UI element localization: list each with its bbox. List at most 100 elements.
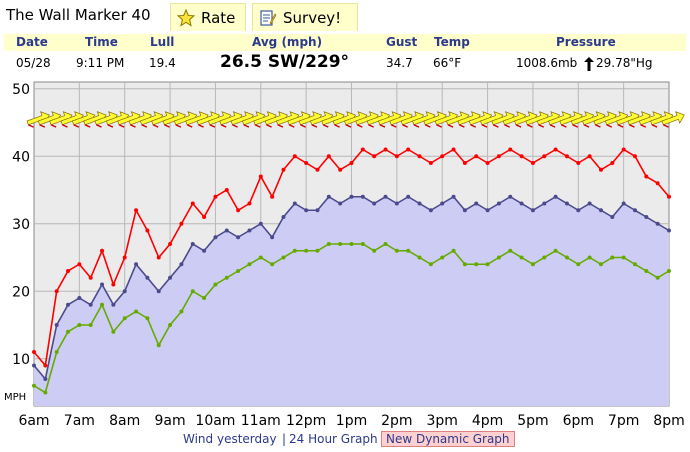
lull-point xyxy=(576,262,581,267)
avg-point xyxy=(190,242,195,246)
avg-point xyxy=(440,201,445,206)
survey-button[interactable]: Survey! xyxy=(252,3,358,31)
arrow-tail xyxy=(50,124,57,128)
gust-point xyxy=(644,174,649,179)
gust-point xyxy=(338,167,343,172)
y-tick-label: 30 xyxy=(12,217,30,233)
gust-point xyxy=(349,161,354,165)
time-header: Time xyxy=(85,35,118,49)
gust-point xyxy=(213,194,218,199)
gust-value: 34.7 xyxy=(386,56,413,70)
gust-point xyxy=(43,363,48,368)
arrow-tail xyxy=(84,124,91,128)
arrow-tail xyxy=(368,124,374,128)
direction-arrows xyxy=(26,111,685,128)
avg-point xyxy=(247,228,252,233)
rate-label: Rate xyxy=(201,8,236,27)
24-hour-graph-link[interactable]: 24 Hour Graph xyxy=(289,432,378,446)
gust-point xyxy=(326,154,331,159)
avg-point xyxy=(168,275,173,280)
arrow-tail xyxy=(560,124,567,128)
avg-point xyxy=(621,201,626,206)
lull-point xyxy=(54,350,59,354)
gust-point xyxy=(66,269,71,273)
avg-point xyxy=(644,215,649,219)
gust-point xyxy=(598,167,603,172)
avg-point xyxy=(406,194,411,199)
arrow-tail xyxy=(606,124,613,128)
arrow-tail xyxy=(470,124,477,128)
gust-point xyxy=(632,154,637,159)
footer-links: Wind yesterday | 24 Hour Graph New Dynam… xyxy=(0,431,690,449)
arrow-tail xyxy=(402,124,408,128)
gust-point xyxy=(383,147,388,152)
avg-point xyxy=(383,194,388,199)
gust-point xyxy=(542,154,547,159)
rate-button[interactable]: Rate xyxy=(170,3,246,31)
gust-point xyxy=(179,221,184,226)
lull-point xyxy=(440,255,445,260)
arrow-tail xyxy=(538,124,545,128)
lull-point xyxy=(667,269,671,273)
lull-point xyxy=(621,255,626,260)
y-tick-label: 40 xyxy=(12,149,30,165)
lull-point xyxy=(644,269,649,273)
gust-point xyxy=(145,228,150,233)
readings-values: 05/28 9:11 PM 19.4 26.5 SW/229° 34.7 66°… xyxy=(4,51,686,75)
y-tick-label: 10 xyxy=(12,352,30,368)
lull-point xyxy=(179,309,184,314)
arrow-tail xyxy=(379,124,386,128)
lull-point xyxy=(77,323,82,327)
arrow-tail xyxy=(345,124,352,128)
lull-point xyxy=(508,248,513,253)
gust-point xyxy=(610,161,615,165)
x-tick-label: 1pm xyxy=(336,413,367,429)
arrow-tail xyxy=(651,124,658,128)
avg-point xyxy=(564,201,569,206)
avg-point xyxy=(315,208,320,213)
x-tick-label: 3pm xyxy=(426,413,457,429)
gust-point xyxy=(111,282,116,287)
gust-point xyxy=(122,255,127,260)
lull-point xyxy=(224,275,229,280)
arrow-tail xyxy=(617,124,624,128)
lull-header: Lull xyxy=(150,35,175,49)
gust-point xyxy=(156,255,161,260)
arrow-tail xyxy=(515,124,522,128)
arrow-tail xyxy=(118,124,125,128)
new-dynamic-graph-link[interactable]: New Dynamic Graph xyxy=(381,431,515,447)
avg-point xyxy=(485,208,490,213)
arrow-tail xyxy=(629,124,635,128)
arrow-tail xyxy=(107,124,114,128)
avg-point xyxy=(179,262,184,267)
arrow-tail xyxy=(640,124,647,128)
avg-point xyxy=(156,289,161,294)
avg-point xyxy=(519,201,524,206)
time-value: 9:11 PM xyxy=(76,56,125,70)
arrow-tail xyxy=(288,124,295,128)
lull-point xyxy=(122,316,127,321)
gust-point xyxy=(32,350,36,354)
arrow-tail xyxy=(232,124,238,128)
arrow-tail xyxy=(96,124,102,128)
avg-point xyxy=(111,302,116,307)
lull-point xyxy=(428,262,433,267)
gust-point xyxy=(247,201,252,206)
lull-point xyxy=(292,248,297,253)
lull-point xyxy=(462,262,467,267)
gust-point xyxy=(100,248,105,253)
x-tick-label: 9am xyxy=(155,413,186,429)
arrow-tail xyxy=(266,124,272,128)
avg-point xyxy=(134,262,139,267)
lull-point xyxy=(360,242,365,246)
gust-point xyxy=(440,154,445,159)
wind-yesterday-link[interactable]: Wind yesterday xyxy=(183,432,277,446)
lull-point xyxy=(553,248,558,253)
gust-point xyxy=(360,147,365,152)
avg-point xyxy=(417,201,422,206)
avg-point xyxy=(632,208,637,213)
lull-point xyxy=(100,302,105,307)
avg-point xyxy=(349,194,354,199)
lull-point xyxy=(111,329,116,334)
x-tick-label: 7am xyxy=(64,413,95,429)
